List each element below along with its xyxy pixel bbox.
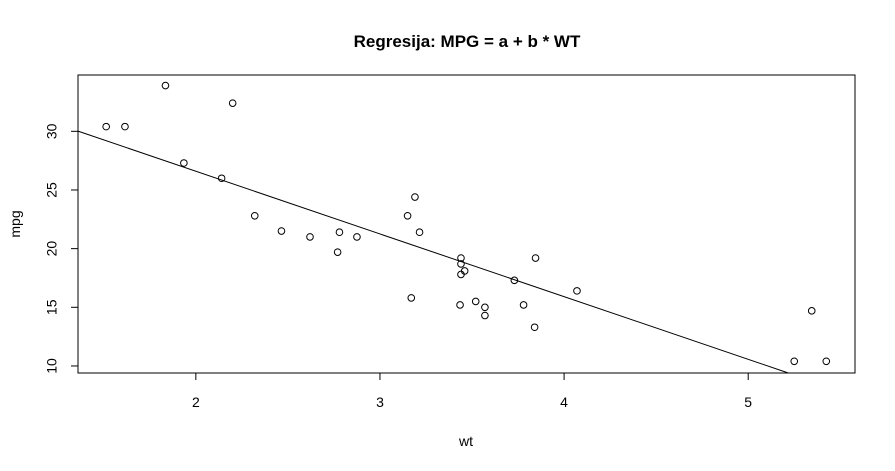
x-tick-label: 5 (744, 394, 752, 410)
data-point (333, 248, 342, 256)
data-point (102, 122, 110, 131)
data-point (277, 227, 286, 235)
x-tick-label: 3 (376, 394, 384, 410)
data-point (573, 287, 581, 295)
data-point (471, 297, 480, 306)
x-tick-label: 2 (192, 394, 200, 410)
data-point (228, 99, 237, 107)
data-point (456, 301, 464, 309)
data-point (457, 260, 465, 268)
y-tick-label: 15 (44, 299, 60, 315)
data-point (481, 311, 489, 320)
data-point (530, 323, 539, 332)
chart-title: Regresija: MPG = a + b * WT (354, 32, 581, 51)
data-point (335, 228, 344, 237)
y-tick-label: 30 (44, 123, 60, 139)
data-point (250, 211, 259, 220)
x-axis-label: wt (458, 433, 473, 449)
points-layer (102, 81, 831, 366)
data-point (457, 270, 465, 279)
data-point (790, 357, 799, 366)
x-tick-label: 4 (560, 394, 568, 410)
data-point (403, 211, 412, 220)
data-point (353, 233, 361, 241)
data-point (180, 159, 188, 167)
data-point (121, 122, 129, 131)
data-point (457, 254, 465, 262)
regression-line (77, 130, 789, 374)
y-tick-label: 20 (44, 241, 60, 257)
data-point (510, 276, 519, 285)
data-point (807, 307, 816, 315)
y-axis-label: mpg (7, 210, 23, 237)
regression-layer (77, 130, 789, 374)
data-point (531, 254, 540, 262)
data-point (822, 357, 831, 366)
x-axis: 2 3 4 5 (192, 372, 752, 410)
data-point (407, 294, 416, 302)
y-axis: 10 15 20 25 30 (44, 123, 79, 374)
data-point (481, 303, 489, 312)
data-point (306, 233, 314, 241)
y-tick-label: 10 (44, 358, 60, 374)
data-point (161, 81, 170, 90)
plot-frame (77, 74, 856, 374)
data-point (217, 174, 226, 183)
y-tick-label: 25 (44, 182, 60, 198)
data-point (411, 193, 419, 201)
data-point (415, 228, 424, 237)
data-point (519, 301, 528, 309)
